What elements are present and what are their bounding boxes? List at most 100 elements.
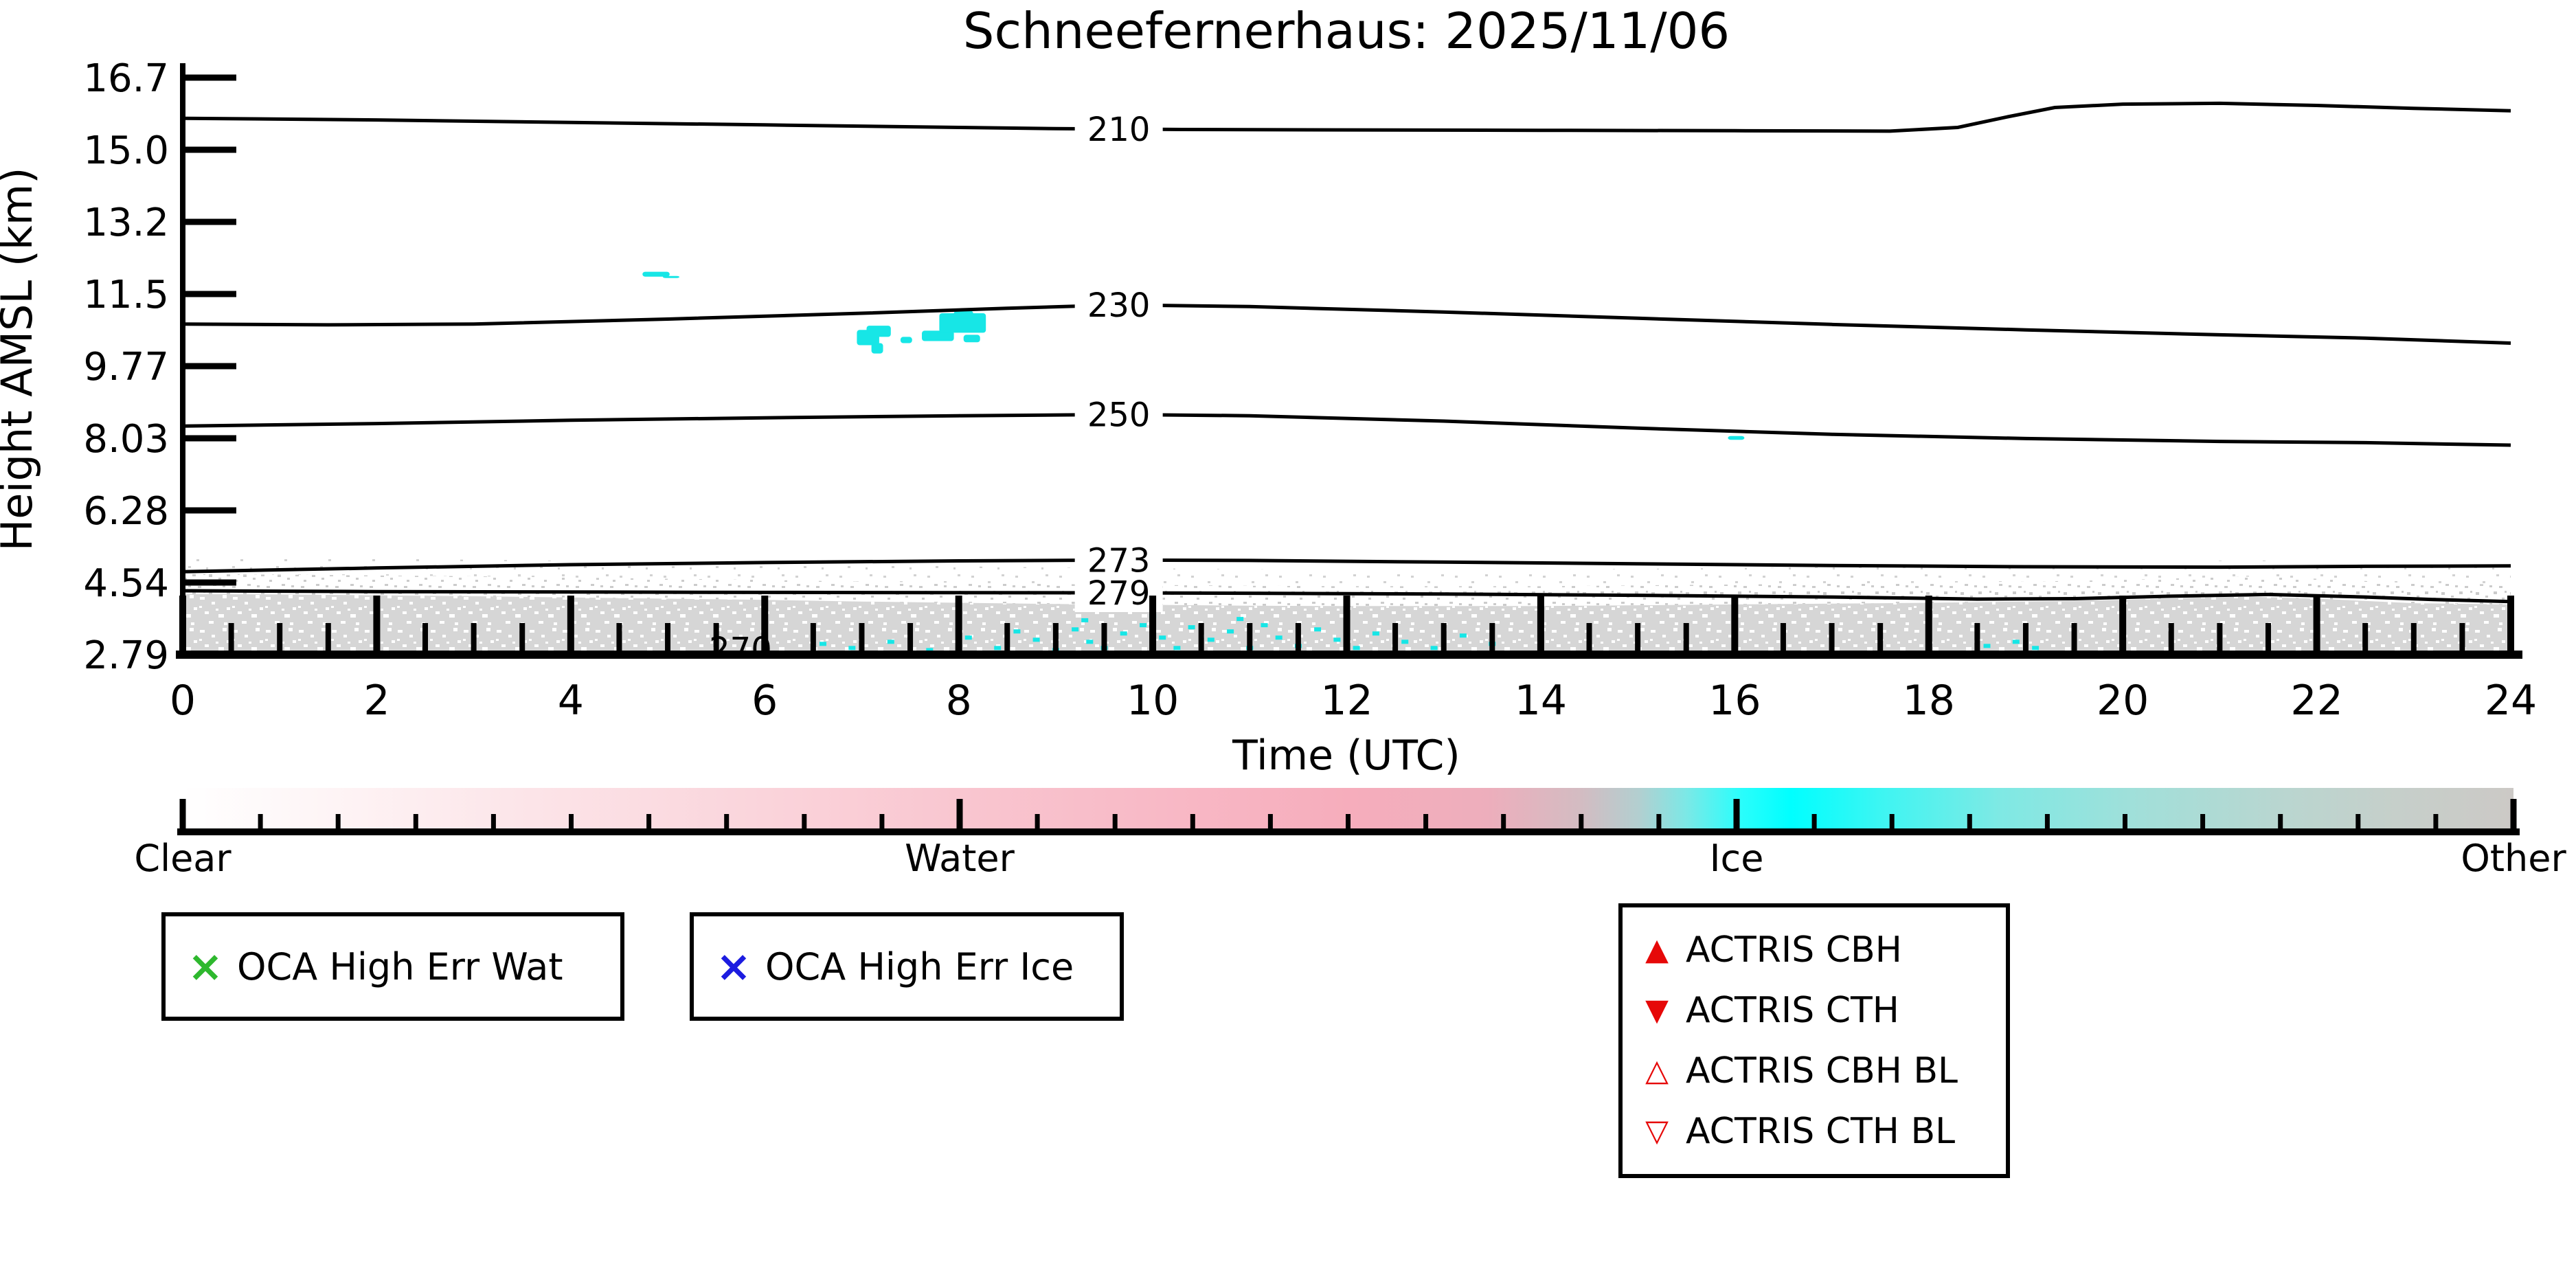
ice-speckle [1140,623,1146,628]
legend-label: OCA High Err Wat [237,945,563,988]
x-tick-label: 20 [2097,677,2149,725]
contour-line-273 [182,558,2511,574]
ice-speckle [2032,646,2040,651]
y-tick-label: 4.54 [83,561,169,606]
contour-label-279: 279 [1087,574,1151,613]
ice-speckle [1173,646,1181,651]
ice-patch [663,275,679,278]
ice-speckle [848,646,856,651]
x-tick-label: 22 [2290,677,2342,725]
ice-speckle [2012,640,2020,644]
ice-speckle [1081,618,1089,622]
ice-speckle [964,635,972,640]
contour-line-210 [182,101,2511,133]
page-title: Schneefernerhaus: 2025/11/06 [963,2,1730,60]
y-tick-label: 9.77 [83,345,169,389]
red-triangle-up-icon: ▲ [1645,932,1669,967]
stipple-sparse-zone [183,557,2511,587]
legend-item-actris-cth: ▼ ACTRIS CTH [1638,980,1899,1041]
red-triangle-up-open-icon: △ [1645,1053,1669,1088]
contour-label-bg [1074,394,1163,434]
x-tick-label: 16 [1708,677,1761,725]
ice-speckle [926,648,934,653]
legend-item-actris-cbh-bl: △ ACTRIS CBH BL [1638,1041,1958,1101]
ice-speckle [1314,627,1322,632]
ice-speckle [1159,635,1166,640]
ice-speckle [1275,635,1283,640]
contour-label-bg [1074,284,1163,324]
ice-speckle [1013,629,1021,634]
x-tick-label: 2 [363,677,389,725]
x-tick-label: 6 [752,677,778,725]
contour-line-279 [182,589,2511,604]
x-tick-label: 14 [1515,677,1567,725]
x-axis-label: Time (UTC) [1232,732,1460,780]
ice-speckle [994,646,1002,651]
ice-patch [900,337,912,343]
x-tick-label: 0 [170,677,196,725]
green-x-marker-icon: × [188,941,223,991]
colorbar-label-other: Other [2461,837,2566,880]
y-tick-label: 8.03 [83,417,169,462]
ice-patch [642,271,670,277]
legend-oca-high-err-ice: × OCA High Err Ice [690,912,1124,1021]
colorbar [177,788,2520,835]
ice-patch [953,310,973,319]
y-tick-label: 13.2 [83,201,169,245]
legend-label: ACTRIS CBH [1686,929,1902,971]
ice-speckle [887,640,894,644]
x-tick-label: 8 [946,677,972,725]
ice-speckle [1227,629,1234,634]
ice-patch [866,326,891,337]
ice-patch [939,313,986,333]
legend-label: ACTRIS CTH [1686,990,1899,1031]
legend-label: OCA High Err Ice [765,945,1074,988]
y-tick-label: 6.28 [83,489,169,534]
ice-speckle [1333,637,1341,642]
ice-speckle [1032,637,1040,642]
legend-item-actris-cth-bl: ▽ ACTRIS CTH BL [1638,1101,1955,1162]
colorbar-label-ice: Ice [1710,837,1764,880]
x-tick-label: 12 [1320,677,1372,725]
ice-speckle [1430,646,1438,651]
legend-label: ACTRIS CBH BL [1686,1050,1958,1092]
contour-line-250 [182,412,2511,447]
ice-speckle [1261,623,1268,628]
ice-speckle [1459,633,1467,638]
x-tick-label: 24 [2485,677,2537,725]
contour-label-210: 210 [1087,111,1151,149]
colorbar-label-clear: Clear [134,837,231,880]
x-tick-label: 10 [1127,677,1179,725]
ice-speckle [1983,644,1991,648]
ice-patch [922,330,954,341]
blue-x-marker-icon: × [716,941,752,991]
legend-item-actris-cbh: ▲ ACTRIS CBH [1638,920,1902,980]
ice-patch [963,335,980,343]
y-tick-label: 2.79 [83,633,169,678]
x-tick-label: 4 [558,677,584,725]
ice-patch [1728,436,1745,440]
ice-class-patches [642,271,2040,653]
ice-speckle [1120,631,1127,636]
ice-speckle [1207,637,1214,642]
ice-speckle [1188,625,1195,630]
ice-speckle [1401,640,1409,644]
ice-speckle [1353,646,1360,651]
y-tick-label: 11.5 [83,273,169,317]
legend-actris: ▲ ACTRIS CBH ▼ ACTRIS CTH △ ACTRIS CBH B… [1618,903,2010,1178]
axes-ticks: 16.715.013.211.59.778.036.284.542.790 2 4 6… [83,56,2537,725]
ice-speckle [1372,631,1379,636]
legend-label: ACTRIS CTH BL [1686,1111,1956,1152]
ice-speckle [1072,627,1079,632]
ice-speckle [1086,640,1094,644]
contour-label-bg [1074,108,1163,148]
y-tick-label: 16.7 [83,56,169,101]
contour-label-230: 230 [1087,286,1151,325]
y-tick-label: 15.0 [83,128,169,173]
contour-label-bg [1074,572,1163,613]
colorbar-label-water: Water [905,837,1015,880]
red-triangle-down-open-icon: ▽ [1645,1114,1669,1149]
red-triangle-down-icon: ▼ [1645,993,1669,1028]
